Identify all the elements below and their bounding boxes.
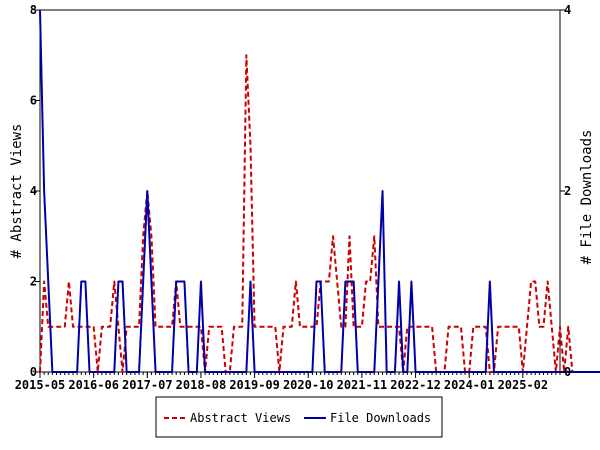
- legend: Abstract Views File Downloads: [155, 396, 443, 438]
- legend-label-file-downloads: File Downloads: [330, 411, 431, 425]
- x-axis-ticks: 2015-05 2016-06 2017-07 2018-08 2019-09 2020-…: [15, 372, 561, 392]
- left-tick-label: 2: [30, 275, 37, 289]
- legend-box: [155, 396, 443, 438]
- x-tick-label: 2016-06: [68, 378, 119, 392]
- x-tick-label: 2022-12: [390, 378, 441, 392]
- left-axis-title: # Abstract Views: [9, 124, 25, 259]
- x-tick-label: 2019-09: [229, 378, 280, 392]
- right-tick-label: 0: [564, 365, 571, 379]
- x-tick-label: 2025-02: [498, 378, 549, 392]
- x-tick-label: 2018-08: [176, 378, 227, 392]
- series-layer: [39, 9, 600, 373]
- right-tick-label: 2: [564, 184, 571, 198]
- left-tick-label: 6: [30, 94, 37, 108]
- left-tick-label: 0: [30, 365, 37, 379]
- left-axis-ticks: 0 2 4 6 8: [30, 3, 40, 379]
- file-downloads-line: [39, 9, 600, 373]
- x-tick-label: 2017-07: [122, 378, 173, 392]
- x-tick-label: 2021-11: [337, 378, 388, 392]
- legend-label-abstract-views: Abstract Views: [190, 411, 291, 425]
- right-axis-ticks: 0 2 4: [560, 3, 571, 379]
- right-tick-label: 4: [564, 3, 571, 17]
- x-tick-label: 2020-10: [283, 378, 334, 392]
- x-tick-label: 2024-01: [444, 378, 495, 392]
- left-tick-label: 4: [30, 184, 37, 198]
- left-tick-label: 8: [30, 3, 37, 17]
- x-tick-label: 2015-05: [15, 378, 66, 392]
- right-axis-title: # File Downloads: [579, 130, 595, 265]
